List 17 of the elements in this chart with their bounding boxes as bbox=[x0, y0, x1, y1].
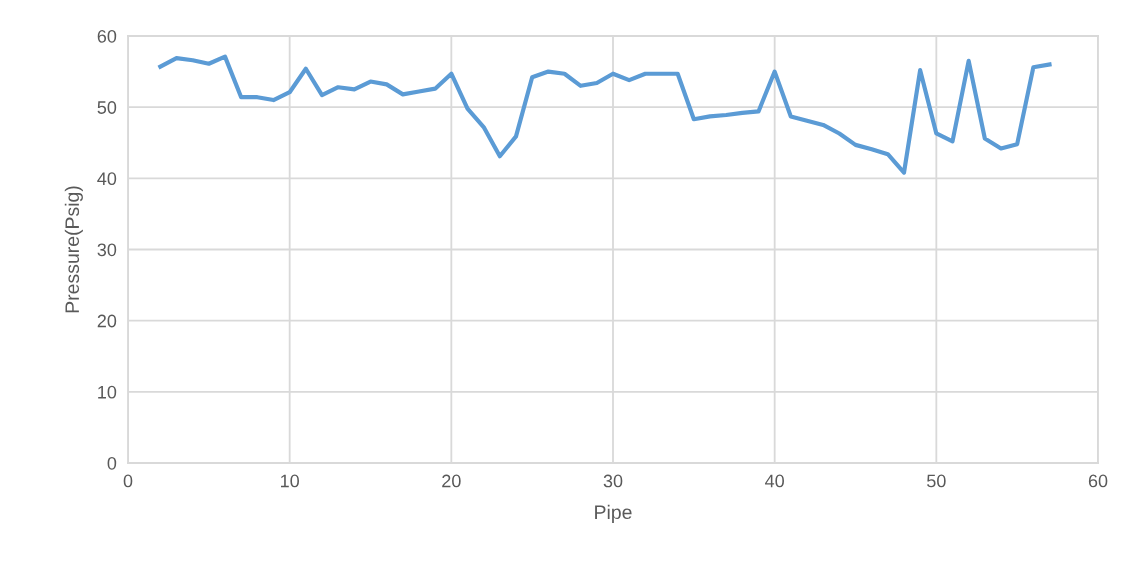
y-tick-label: 30 bbox=[97, 243, 117, 257]
x-tick-label: 10 bbox=[281, 474, 299, 488]
y-axis-title: Pressure(Psig) bbox=[64, 186, 83, 313]
line-series bbox=[158, 54, 1052, 175]
x-tick-label: 50 bbox=[927, 474, 946, 488]
y-tick-label: 40 bbox=[97, 172, 117, 186]
x-tick-label: 60 bbox=[1088, 474, 1108, 488]
x-tick-label: 20 bbox=[442, 474, 461, 488]
y-tick-label: 10 bbox=[98, 385, 117, 399]
y-tick-label: 50 bbox=[97, 101, 117, 114]
y-tick-label: 60 bbox=[97, 29, 117, 43]
x-axis-title: Pipe bbox=[595, 504, 632, 523]
y-tick-label: 20 bbox=[97, 314, 117, 328]
x-tick-label: 30 bbox=[603, 474, 623, 488]
x-tick-label: 40 bbox=[765, 474, 784, 488]
x-tick-label: 0 bbox=[123, 474, 133, 488]
y-tick-label: 0 bbox=[107, 456, 117, 470]
